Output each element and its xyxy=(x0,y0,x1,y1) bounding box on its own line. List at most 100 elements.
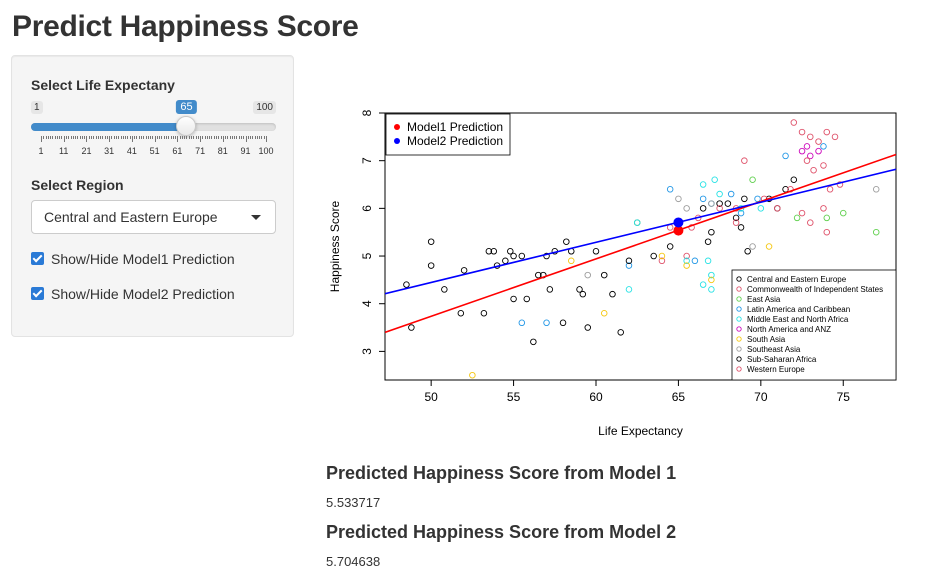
slider-tick xyxy=(172,136,174,139)
data-point xyxy=(683,257,690,265)
slider-tick xyxy=(202,136,204,139)
data-point xyxy=(584,324,592,331)
x-tick-label: 65 xyxy=(672,390,686,404)
region-legend-marker xyxy=(736,296,742,302)
data-point xyxy=(699,195,707,203)
slider-tick xyxy=(197,136,199,139)
slider-tick xyxy=(188,136,190,139)
data-point xyxy=(441,286,448,293)
slider-tick xyxy=(50,136,52,139)
region-legend-box xyxy=(731,269,897,381)
slider-tick xyxy=(138,136,140,139)
data-point xyxy=(823,228,831,236)
slider-tick xyxy=(47,136,49,139)
slider-tick xyxy=(68,136,70,139)
slider-tick xyxy=(220,136,222,139)
data-point xyxy=(757,205,765,212)
data-point xyxy=(732,219,740,226)
data-point xyxy=(790,119,798,126)
model2-checkbox[interactable] xyxy=(31,287,44,300)
data-point xyxy=(609,290,616,298)
data-point xyxy=(749,243,756,250)
data-point xyxy=(724,200,732,207)
data-point xyxy=(683,205,690,212)
data-point xyxy=(787,186,794,193)
slider-handle[interactable] xyxy=(176,116,197,136)
data-point xyxy=(625,286,633,293)
slider-tick xyxy=(79,136,81,139)
life-expectancy-slider[interactable]: 1 100 65 1 11 21 31 41 51 61 71 81 91 100 xyxy=(31,98,276,158)
plot-frame xyxy=(384,112,897,381)
data-point xyxy=(820,205,827,212)
model1-line xyxy=(385,153,896,334)
slider-tick xyxy=(191,136,192,139)
data-point xyxy=(600,309,608,317)
slider-tick xyxy=(93,136,95,139)
data-point xyxy=(427,238,435,245)
x-tick-label: 55 xyxy=(507,390,521,404)
slider-tick xyxy=(236,136,238,139)
region-legend-label: Southeast Asia xyxy=(747,345,801,354)
region-legend-label: East Asia xyxy=(747,295,781,304)
slider-tick xyxy=(263,136,265,139)
model-legend-box xyxy=(385,113,511,156)
slider-tick xyxy=(222,136,224,142)
slider-tick-label: 71 xyxy=(195,146,206,156)
slider-tick xyxy=(256,136,258,139)
slider-tick xyxy=(97,136,99,139)
data-point xyxy=(579,290,587,298)
x-tick-label: 50 xyxy=(424,390,438,404)
data-point xyxy=(625,262,633,269)
slider-tick-label: 1 xyxy=(38,146,44,156)
slider-tick xyxy=(181,136,183,139)
slider-tick-label: 11 xyxy=(59,146,69,156)
region-legend-marker xyxy=(736,306,742,312)
slider-ticks xyxy=(31,136,276,146)
x-tick-label: 60 xyxy=(589,390,603,404)
slider-tick xyxy=(179,136,181,139)
slider-tick xyxy=(218,136,220,139)
model1-checkbox[interactable] xyxy=(31,252,44,265)
data-point xyxy=(737,209,745,217)
data-point xyxy=(559,319,567,327)
slider-tick xyxy=(41,136,42,142)
region-select[interactable]: Central and Eastern Europe xyxy=(31,200,276,234)
slider-tick xyxy=(56,136,58,139)
data-point xyxy=(708,276,715,284)
slider-tick-label: 100 xyxy=(258,146,274,156)
slider-tick xyxy=(106,136,108,139)
slider-tick xyxy=(61,136,63,139)
slider-tick-label: 61 xyxy=(172,146,183,156)
slider-tick xyxy=(238,136,240,139)
data-point xyxy=(480,309,488,317)
data-point xyxy=(727,190,735,198)
data-point xyxy=(523,295,531,303)
slider-tick xyxy=(125,136,127,139)
data-point xyxy=(820,162,827,169)
data-point xyxy=(460,267,468,274)
y-axis-label: Happiness Score xyxy=(328,200,342,292)
slider-tick xyxy=(104,136,106,139)
slider-tick xyxy=(266,136,267,142)
slider-tick xyxy=(177,136,179,142)
data-point xyxy=(872,186,880,193)
data-point xyxy=(490,248,498,255)
data-point xyxy=(543,252,550,260)
model1-output-value: 5.533717 xyxy=(326,495,381,510)
data-point xyxy=(510,252,517,260)
happiness-scatter-plot: 50 55 60 65 70 75 3 4 5 6 7 8 Life Expectancy Happine… xyxy=(328,109,897,438)
slider-max-label: 100 xyxy=(253,101,276,114)
slider-tick xyxy=(43,136,45,139)
data-point xyxy=(600,271,608,279)
data-point xyxy=(774,205,781,212)
data-point xyxy=(666,186,674,193)
data-point xyxy=(749,176,756,183)
slider-tick-label: 91 xyxy=(240,146,251,156)
data-point xyxy=(708,200,715,207)
data-point xyxy=(563,238,570,245)
data-point xyxy=(650,252,657,260)
region-legend-label: Commonwealth of Independent States xyxy=(747,285,883,294)
slider-tick xyxy=(120,136,122,139)
slider-tick xyxy=(122,136,124,139)
slider-tick xyxy=(95,136,97,139)
